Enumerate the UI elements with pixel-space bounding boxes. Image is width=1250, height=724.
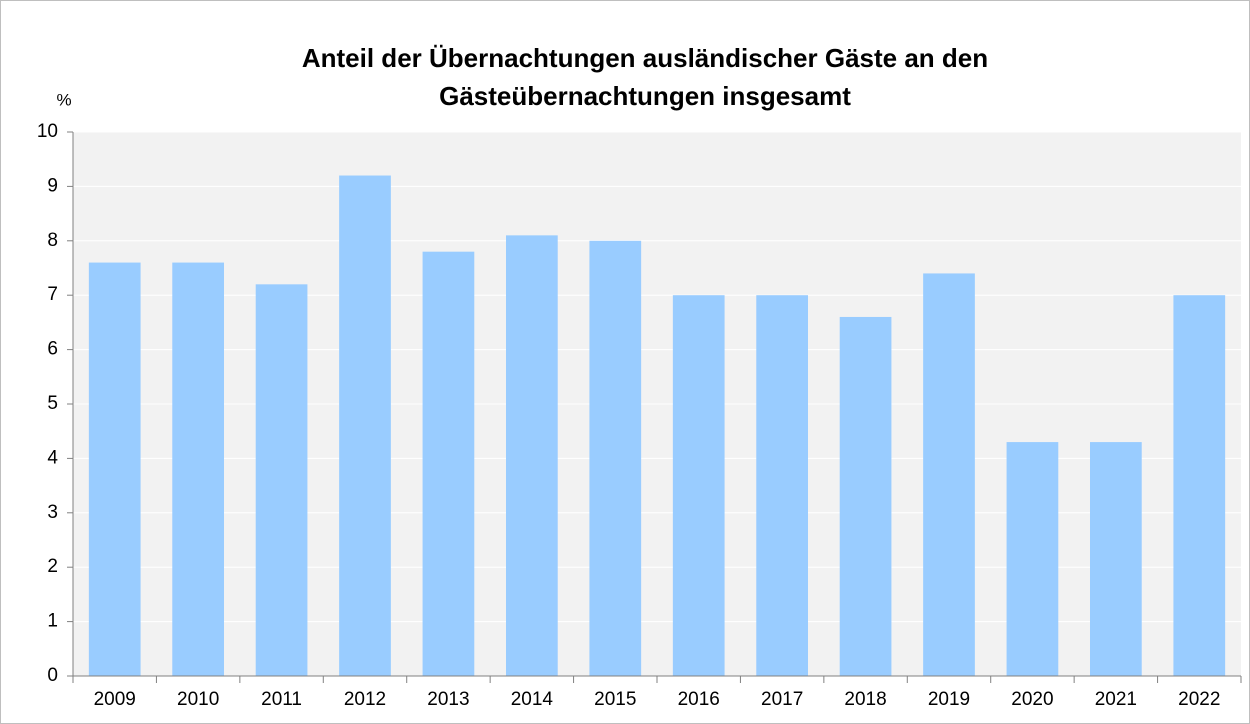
chart-title: Anteil der Übernachtungen ausländischer … bbox=[302, 43, 988, 73]
bar bbox=[339, 175, 391, 676]
x-tick-label: 2017 bbox=[761, 689, 803, 710]
bar bbox=[172, 262, 225, 676]
x-tick-label: 2019 bbox=[928, 689, 970, 710]
x-tick-label: 2014 bbox=[511, 689, 554, 710]
y-tick-label: 9 bbox=[47, 175, 58, 196]
bar bbox=[756, 295, 809, 676]
x-tick-label: 2013 bbox=[427, 689, 469, 710]
y-tick-label: 5 bbox=[47, 393, 58, 414]
bar bbox=[839, 316, 892, 676]
bar bbox=[255, 284, 308, 676]
x-tick-label: 2012 bbox=[344, 689, 386, 710]
bar bbox=[1173, 295, 1226, 676]
y-tick-label: 8 bbox=[47, 230, 58, 251]
x-tick-label: 2011 bbox=[261, 689, 302, 710]
y-axis-label: % bbox=[56, 90, 71, 109]
bar bbox=[923, 273, 975, 676]
y-tick-label: 3 bbox=[47, 502, 58, 523]
y-tick-label: 10 bbox=[37, 121, 58, 142]
bar bbox=[88, 262, 141, 676]
x-tick-label: 2015 bbox=[594, 689, 636, 710]
bar bbox=[672, 295, 725, 676]
y-tick-label: 7 bbox=[47, 284, 58, 305]
x-tick-label: 2018 bbox=[844, 689, 886, 710]
bar bbox=[1089, 442, 1142, 676]
x-tick-label: 2022 bbox=[1178, 689, 1220, 710]
bar bbox=[589, 240, 642, 677]
chart-title: Gästeübernachtungen insgesamt bbox=[439, 81, 851, 111]
y-tick-label: 4 bbox=[47, 447, 58, 468]
x-tick-label: 2009 bbox=[94, 689, 136, 710]
x-tick-label: 2020 bbox=[1011, 689, 1053, 710]
y-tick-label: 1 bbox=[47, 611, 58, 632]
x-tick-label: 2021 bbox=[1095, 689, 1137, 710]
y-tick-label: 2 bbox=[47, 556, 58, 577]
bar bbox=[422, 251, 475, 676]
y-tick-label: 6 bbox=[47, 339, 58, 360]
bar bbox=[505, 235, 558, 677]
x-tick-label: 2016 bbox=[678, 689, 720, 710]
bar bbox=[1006, 442, 1059, 676]
y-tick-label: 0 bbox=[47, 665, 58, 686]
x-tick-label: 2010 bbox=[177, 689, 219, 710]
